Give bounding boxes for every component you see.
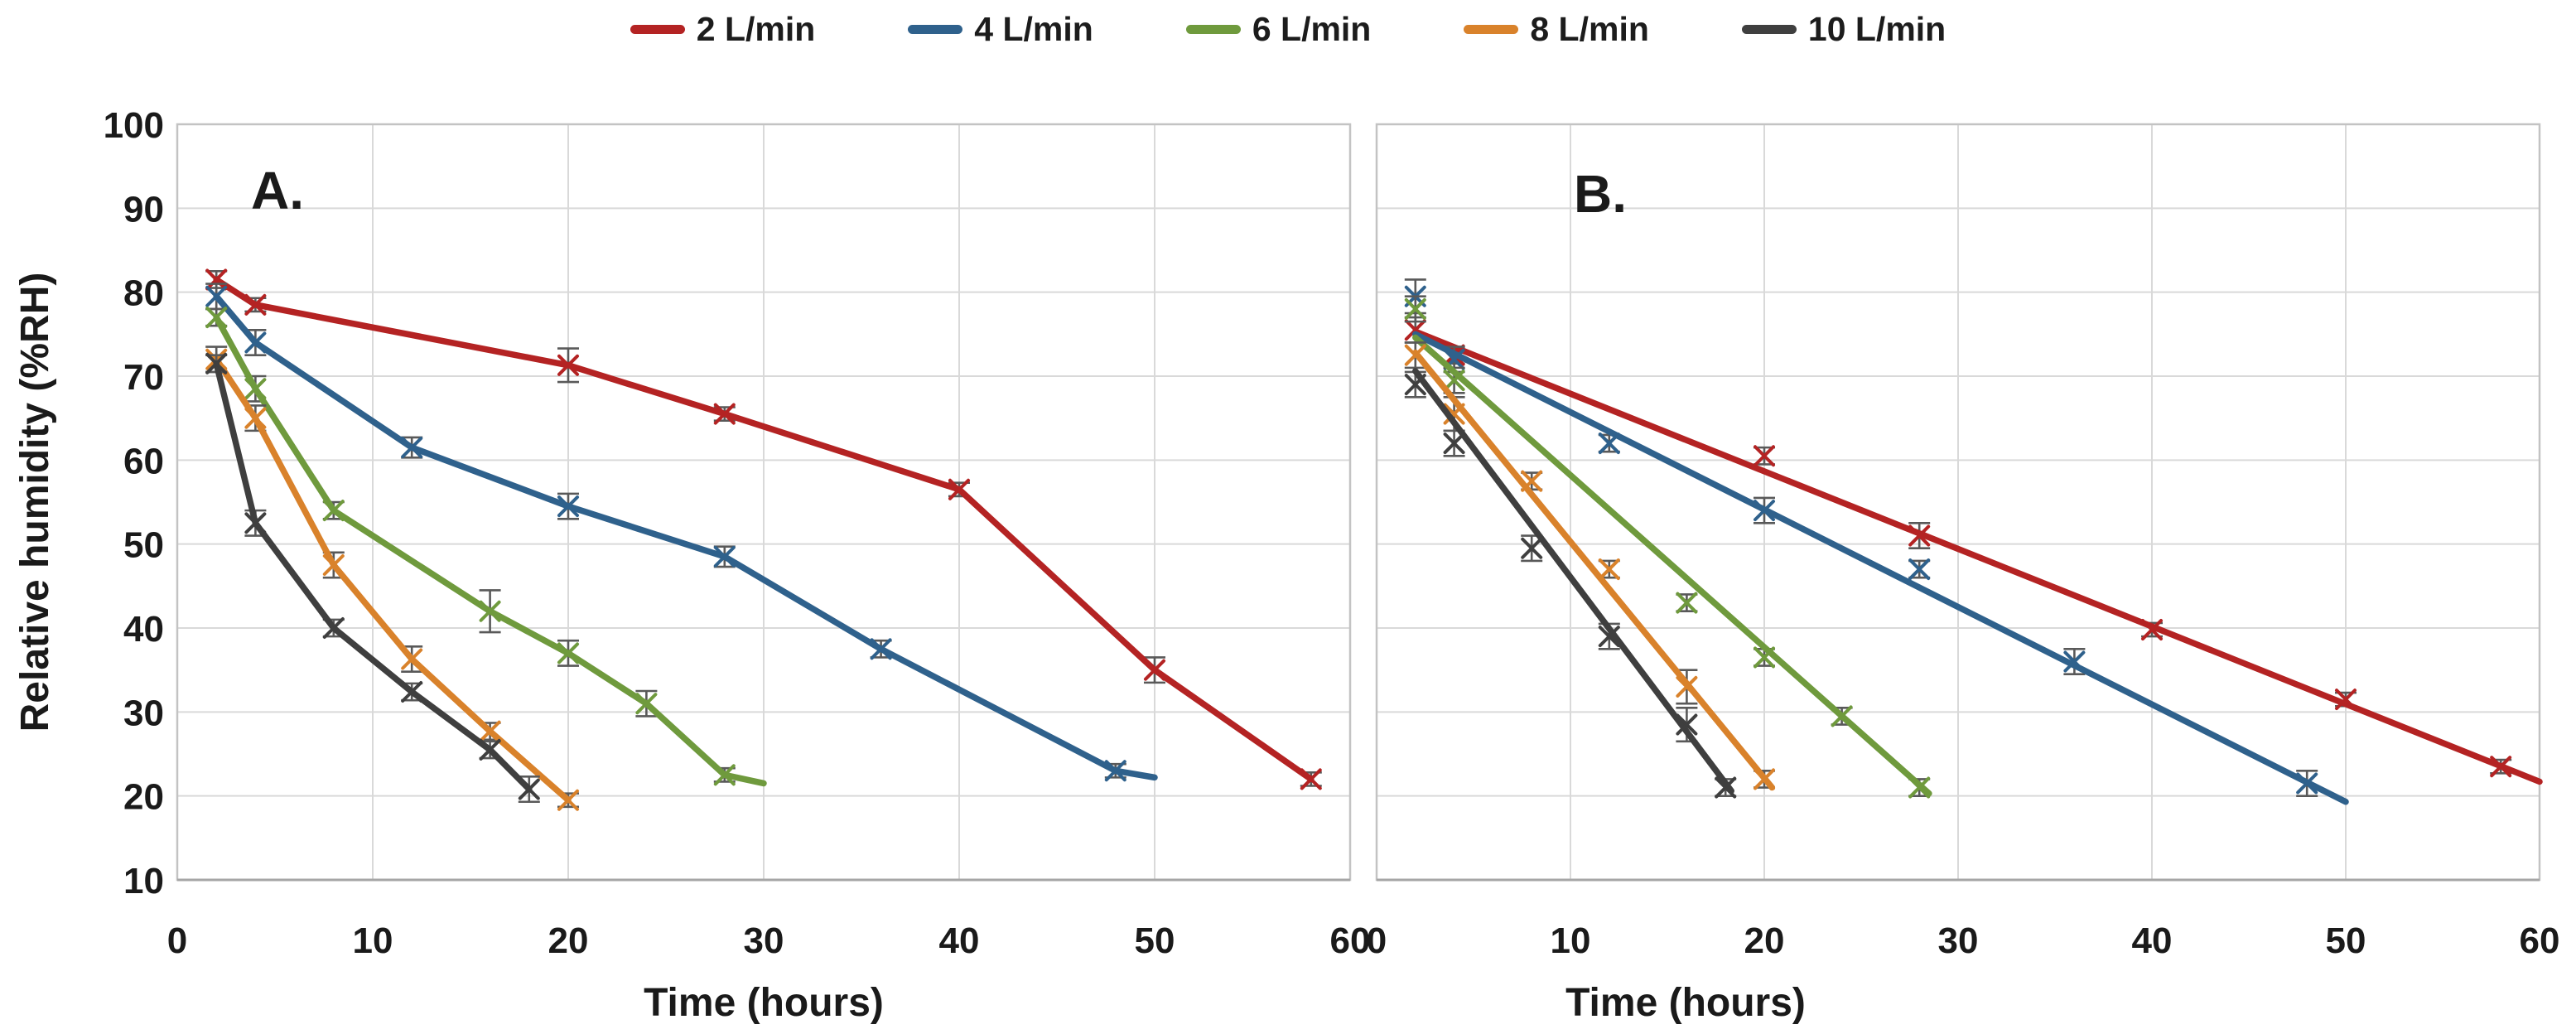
x-tick-label: 10: [1551, 920, 1591, 961]
x-tick-label: 30: [744, 920, 784, 961]
x-tick-label: 0: [167, 920, 187, 961]
x-tick-label: 40: [939, 920, 980, 961]
legend-line-swatch-icon: [1741, 25, 1797, 34]
x-tick-label: 50: [1135, 920, 1175, 961]
series-markers: [205, 285, 1126, 782]
legend: 2 L/min 4 L/min 6 L/min 8 L/min 10 L/min: [0, 10, 2576, 49]
legend-item-label: 8 L/min: [1530, 10, 1649, 48]
y-tick-label: 20: [123, 777, 164, 818]
series-6-l-min: [205, 307, 767, 787]
x-axis-title: Time (hours): [1565, 981, 1806, 1025]
series-markers: [205, 307, 736, 786]
x-tick-label: 20: [1744, 920, 1785, 961]
series-8-l-min: [205, 345, 579, 811]
series-line: [1412, 368, 1734, 795]
series-6-l-min: [1404, 295, 1932, 799]
series-markers: [1404, 374, 1737, 799]
series-8-l-min: [1404, 341, 1776, 791]
panel-label: B.: [1574, 164, 1627, 224]
series-markers: [205, 348, 579, 811]
y-tick-label: 40: [123, 609, 164, 650]
series-markers: [205, 268, 1322, 790]
series-line: [213, 314, 767, 787]
x-tick-label: 10: [353, 920, 393, 961]
gridlines: [1377, 124, 2540, 880]
panel-label: A.: [251, 161, 304, 220]
legend-item-label: 2 L/min: [696, 10, 816, 48]
legend-item-label: 6 L/min: [1252, 10, 1372, 48]
x-tick-label: 40: [2132, 920, 2173, 961]
series-line: [213, 292, 1158, 781]
x-tick-label: 30: [1938, 920, 1979, 961]
legend-item-label: 10 L/min: [1807, 10, 1946, 48]
series-10-l-min: [1404, 368, 1737, 799]
y-tick-label: 100: [104, 105, 164, 146]
series-line: [1412, 349, 1776, 791]
series-line: [1412, 331, 2349, 805]
x-tick-label: 20: [548, 920, 589, 961]
x-tick-label: 60: [1330, 920, 1371, 961]
legend-line-swatch-icon: [1464, 25, 1519, 34]
y-tick-label: 50: [123, 525, 164, 566]
series-markers: [1404, 297, 1931, 799]
series-line: [213, 355, 572, 804]
legend-item-4-l-min: 4 L/min: [908, 10, 1093, 49]
x-tick-label: 50: [2326, 920, 2366, 961]
y-tick-label: 80: [123, 273, 164, 314]
series-markers: [205, 352, 540, 800]
legend-item-6-l-min: 6 L/min: [1185, 10, 1372, 49]
legend-line-swatch-icon: [1185, 25, 1241, 34]
legend-line-swatch-icon: [630, 25, 685, 34]
legend-item-label: 4 L/min: [974, 10, 1093, 48]
panel-b: B. 0 10 20 30 40 50 60 Time (hours): [1367, 123, 2560, 1025]
x-tick-label: 60: [2520, 920, 2560, 961]
legend-item-8-l-min: 8 L/min: [1464, 10, 1649, 49]
legend-line-swatch-icon: [908, 25, 963, 34]
y-tick-label: 70: [123, 357, 164, 398]
y-tick-label: 60: [123, 441, 164, 481]
error-bars: [205, 345, 579, 809]
y-tick-label: 10: [123, 861, 164, 901]
series-2-l-min: [205, 268, 1322, 790]
y-axis-title: Relative humidity (%RH): [13, 273, 57, 732]
y-tick-label: 90: [123, 189, 164, 230]
legend-item-2-l-min: 2 L/min: [630, 10, 816, 49]
x-axis-title: Time (hours): [644, 981, 884, 1025]
legend-item-10-l-min: 10 L/min: [1741, 10, 1946, 49]
panel-a: A.0 10 20 30 40 50 60102030405060708090100Time…: [104, 105, 1371, 1025]
y-tick-label: 30: [123, 693, 164, 733]
series-4-l-min: [205, 283, 1158, 782]
series-10-l-min: [205, 352, 540, 804]
x-tick-label: 0: [1367, 920, 1387, 961]
series-markers: [1404, 344, 1775, 790]
gridlines: [177, 124, 1350, 880]
